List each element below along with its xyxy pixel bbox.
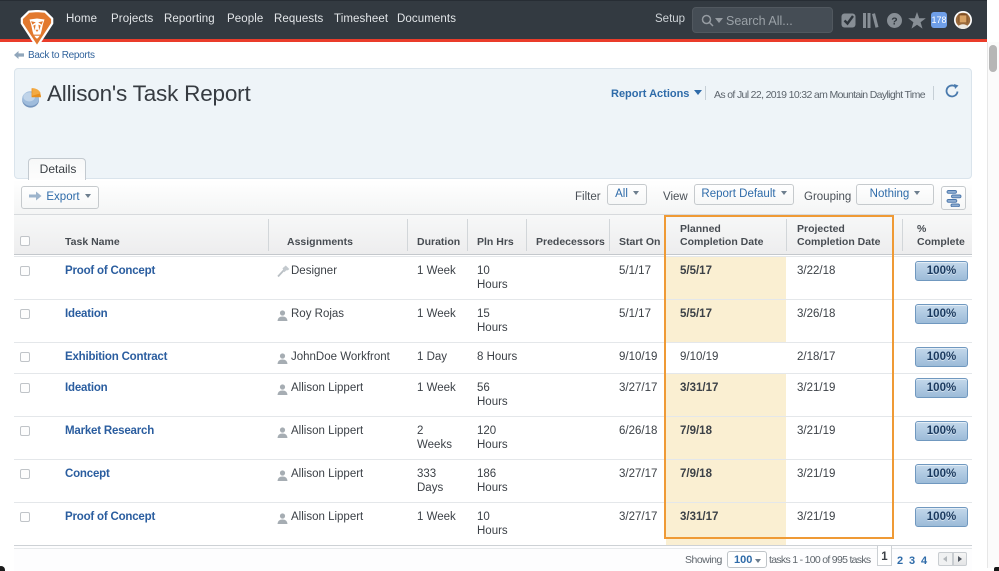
- svg-text:?: ?: [891, 15, 897, 27]
